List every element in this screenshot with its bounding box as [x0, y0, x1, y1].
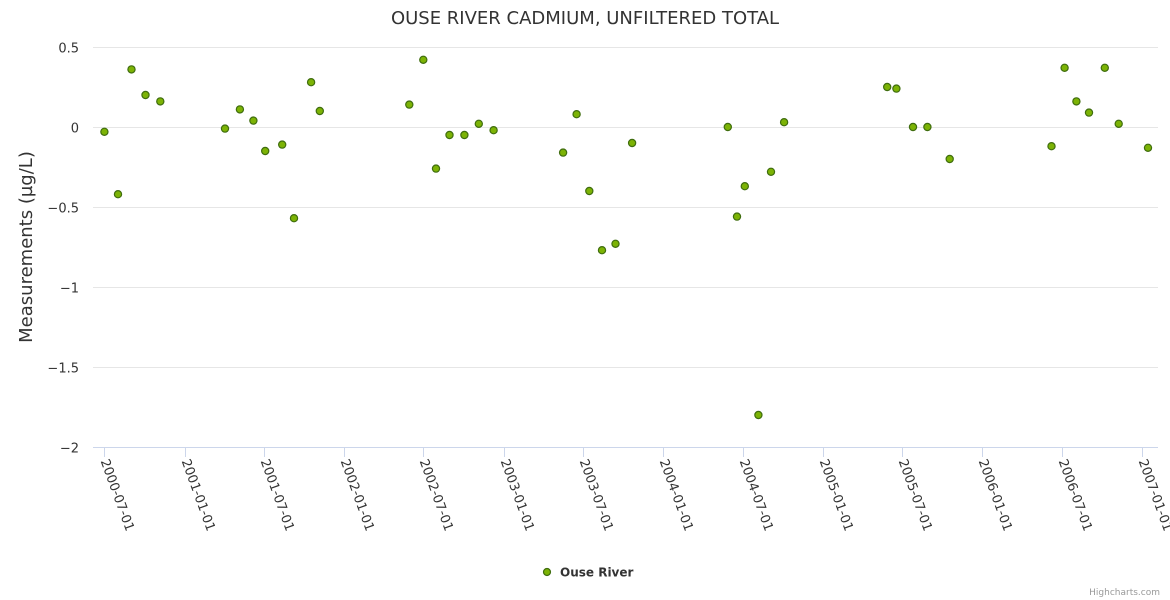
x-tick-label: 2003-01-01	[497, 457, 537, 533]
x-tick-label: 2005-07-01	[895, 457, 935, 533]
data-point[interactable]	[235, 105, 245, 114]
y-tick-label: 0	[71, 122, 79, 137]
data-point[interactable]	[766, 167, 776, 176]
data-point[interactable]	[474, 119, 483, 129]
scatter-series-ouse-river	[100, 55, 1153, 420]
x-tick-label: 2002-07-01	[416, 457, 456, 533]
y-tick-label: −1	[60, 282, 79, 297]
data-point[interactable]	[1100, 63, 1110, 73]
x-tick-label: 2004-01-01	[656, 457, 696, 533]
data-point[interactable]	[156, 97, 165, 106]
data-point[interactable]	[585, 186, 594, 196]
credits-link[interactable]: Highcharts.com	[1089, 588, 1160, 598]
y-tick-label: −0.5	[47, 202, 79, 217]
data-point[interactable]	[611, 239, 620, 248]
data-point[interactable]	[460, 130, 469, 140]
data-point[interactable]	[1072, 97, 1081, 106]
legend-marker-icon	[542, 567, 552, 577]
data-point[interactable]	[597, 245, 607, 255]
data-point[interactable]	[419, 55, 428, 65]
data-point[interactable]	[1060, 63, 1069, 73]
data-point[interactable]	[627, 138, 637, 148]
data-point[interactable]	[558, 148, 568, 157]
x-tick-label: 2000-07-01	[97, 457, 137, 533]
x-tick-label: 2006-01-01	[975, 457, 1015, 533]
data-point[interactable]	[1143, 143, 1153, 152]
data-point[interactable]	[306, 77, 316, 87]
legend[interactable]: Ouse River	[542, 566, 634, 580]
data-point[interactable]	[892, 84, 901, 93]
data-point[interactable]	[127, 65, 136, 74]
data-point[interactable]	[779, 117, 789, 127]
data-point[interactable]	[723, 122, 733, 132]
chart-title: OUSE RIVER CADMIUM, UNFILTERED TOTAL	[391, 8, 779, 29]
data-point[interactable]	[249, 116, 258, 125]
data-point[interactable]	[141, 90, 150, 100]
data-point[interactable]	[883, 82, 892, 92]
data-point[interactable]	[289, 213, 299, 223]
data-point[interactable]	[315, 106, 324, 116]
y-tick-label: −1.5	[47, 362, 79, 377]
x-tick-label: 2005-01-01	[816, 457, 856, 533]
data-point[interactable]	[1047, 141, 1056, 151]
data-point[interactable]	[431, 164, 441, 173]
data-point[interactable]	[732, 212, 742, 221]
data-point[interactable]	[261, 146, 270, 156]
data-point[interactable]	[405, 100, 414, 109]
y-tick-label: 0.5	[58, 42, 79, 57]
data-point[interactable]	[220, 124, 230, 133]
x-tick-label: 2003-07-01	[576, 457, 616, 533]
x-tick-label: 2004-07-01	[736, 457, 776, 533]
y-tick-label: −2	[60, 442, 79, 457]
x-axis-ticks: 2000-07-01 2001-01-01 2001-07-01 2002-01-01…	[97, 447, 1170, 533]
gridlines	[93, 47, 1158, 448]
data-point[interactable]	[754, 410, 763, 420]
data-point[interactable]	[740, 181, 750, 191]
data-point[interactable]	[908, 122, 918, 132]
data-point[interactable]	[113, 189, 123, 199]
x-tick-label: 2002-01-01	[337, 457, 377, 533]
x-tick-label: 2006-07-01	[1055, 457, 1095, 533]
data-point[interactable]	[1084, 108, 1094, 117]
data-point[interactable]	[1114, 119, 1123, 129]
data-point[interactable]	[923, 122, 932, 132]
x-tick-label: 2001-07-01	[257, 457, 297, 533]
y-axis-label: Measurements (µg/L)	[16, 151, 37, 343]
data-point[interactable]	[100, 127, 109, 136]
data-point[interactable]	[572, 109, 581, 119]
x-tick-label: 2007-01-01	[1135, 457, 1170, 533]
data-point[interactable]	[278, 140, 287, 149]
x-tick-label: 2001-01-01	[178, 457, 218, 533]
data-point[interactable]	[945, 154, 954, 164]
legend-item-ouse-river[interactable]: Ouse River	[560, 566, 634, 580]
y-axis-ticks: 0.5 0 −0.5 −1 −1.5 −2	[47, 42, 79, 457]
data-point[interactable]	[489, 125, 498, 135]
data-point[interactable]	[445, 130, 454, 140]
